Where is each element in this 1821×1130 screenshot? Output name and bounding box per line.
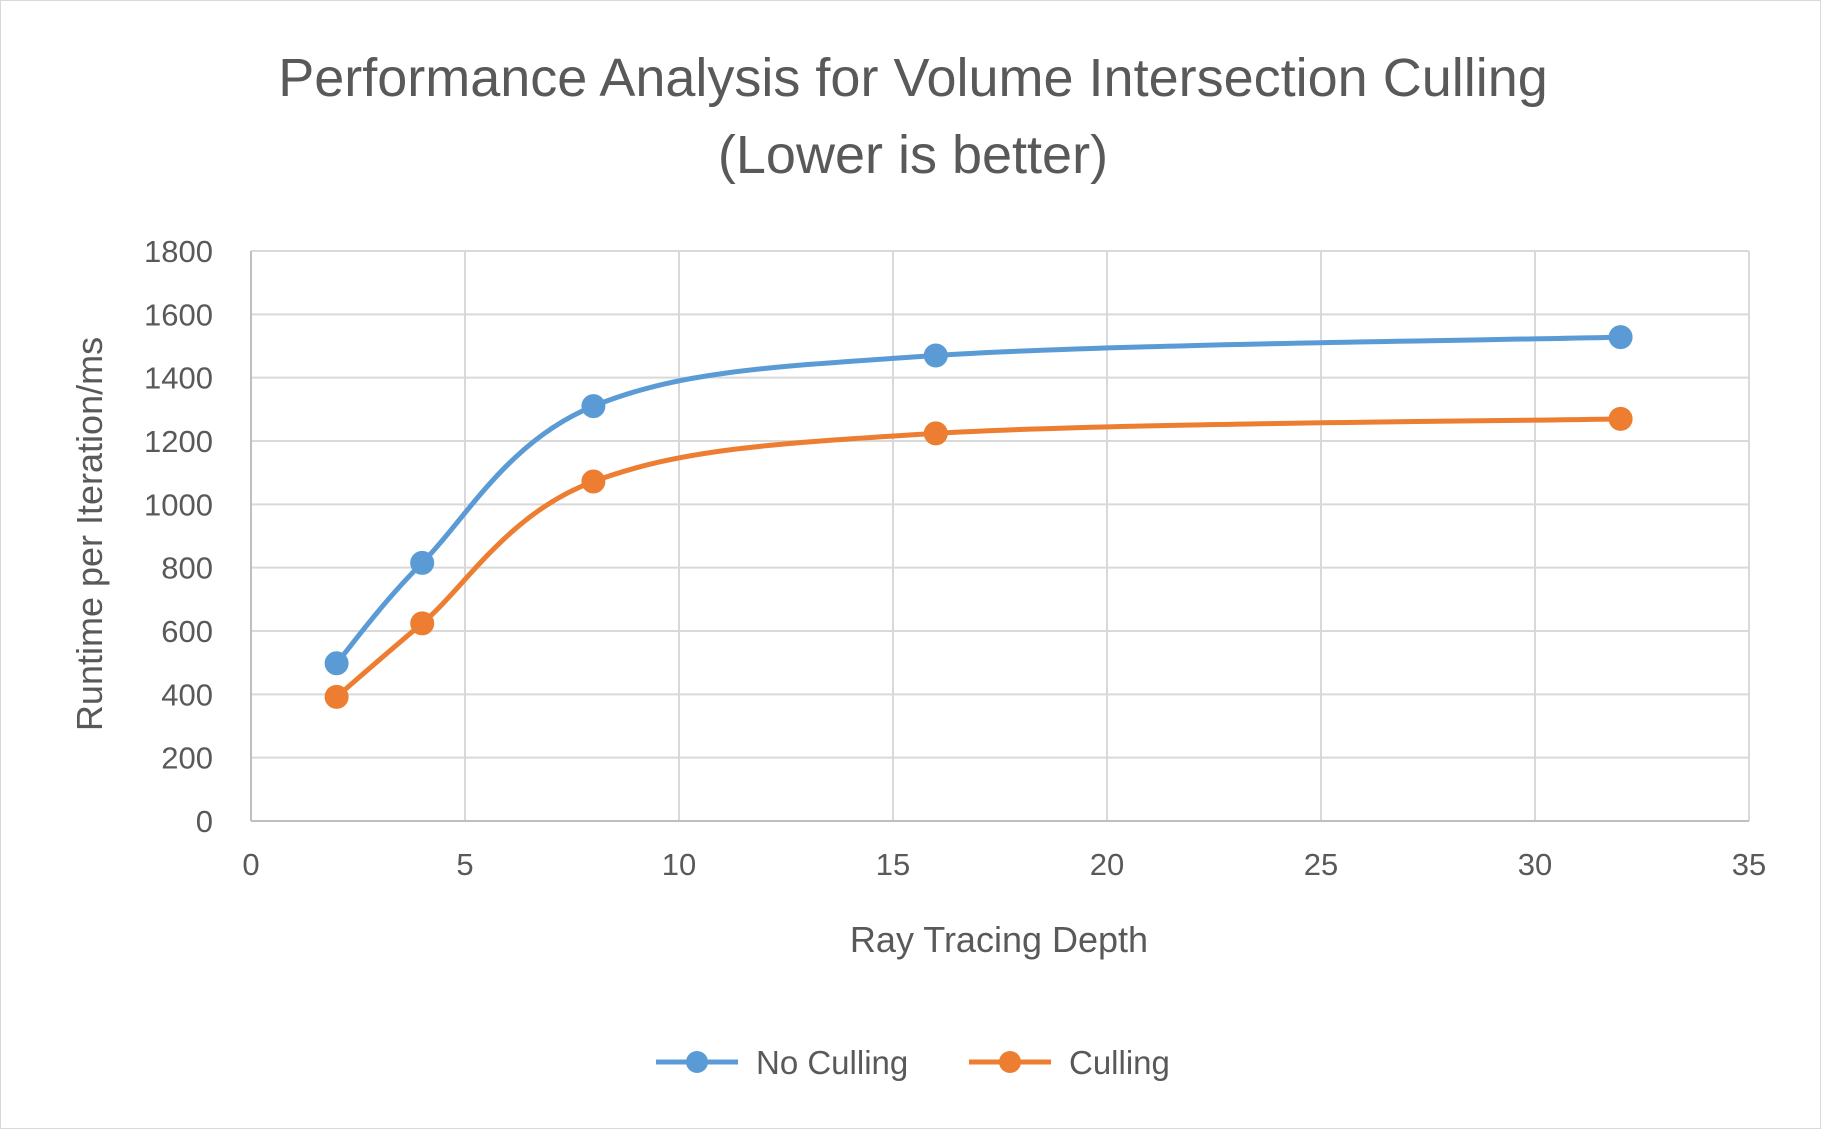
legend-marker-no-culling [686, 1051, 708, 1073]
series-line-no-culling [334, 334, 1624, 666]
x-tick-label: 0 [242, 847, 259, 882]
data-point-no-culling [324, 651, 349, 676]
data-point-culling [324, 684, 349, 709]
data-markers [324, 325, 1633, 709]
y-tick-label: 1000 [144, 487, 213, 522]
x-tick-label: 35 [1732, 847, 1766, 882]
y-tick-label: 600 [161, 614, 213, 649]
data-point-culling [1608, 406, 1633, 431]
x-tick-label: 25 [1304, 847, 1338, 882]
legend: No Culling Culling [656, 1044, 1170, 1081]
y-tick-label: 1200 [144, 424, 213, 459]
data-point-no-culling [581, 394, 606, 419]
x-tick-label: 5 [456, 847, 473, 882]
data-point-culling [581, 469, 606, 494]
legend-label-no-culling: No Culling [756, 1044, 908, 1081]
y-axis-label: Runtime per Iteration/ms [69, 337, 110, 731]
data-point-no-culling [410, 550, 435, 575]
chart-subtitle: (Lower is better) [718, 125, 1108, 185]
y-tick-label: 0 [196, 804, 213, 839]
series-line-culling [334, 416, 1624, 700]
legend-label-culling: Culling [1069, 1044, 1170, 1081]
y-tick-label: 1400 [144, 361, 213, 396]
x-tick-label: 10 [662, 847, 696, 882]
x-axis-label: Ray Tracing Depth [850, 919, 1148, 960]
x-tick-label: 20 [1090, 847, 1124, 882]
x-tick-label: 30 [1518, 847, 1552, 882]
y-tick-label: 1800 [144, 234, 213, 269]
y-tick-label: 1600 [144, 297, 213, 332]
data-point-no-culling [923, 343, 948, 368]
x-tick-label: 15 [876, 847, 910, 882]
data-point-no-culling [1608, 325, 1633, 350]
axes [250, 251, 1749, 822]
series-lines [334, 334, 1624, 700]
tick-labels: 0 200 400 600 800 1000 1200 1400 1600 1800 0 5 10 15 2… [144, 234, 1766, 882]
chart-title: Performance Analysis for Volume Intersec… [278, 48, 1548, 108]
data-point-culling [923, 421, 948, 446]
y-tick-label: 200 [161, 741, 213, 776]
data-point-culling [410, 611, 435, 636]
grid-lines [251, 250, 1750, 821]
y-tick-label: 800 [161, 551, 213, 586]
y-tick-label: 400 [161, 677, 213, 712]
legend-marker-culling [999, 1051, 1021, 1073]
